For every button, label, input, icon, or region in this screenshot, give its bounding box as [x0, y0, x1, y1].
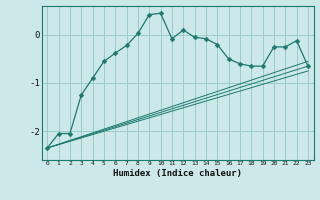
X-axis label: Humidex (Indice chaleur): Humidex (Indice chaleur): [113, 169, 242, 178]
